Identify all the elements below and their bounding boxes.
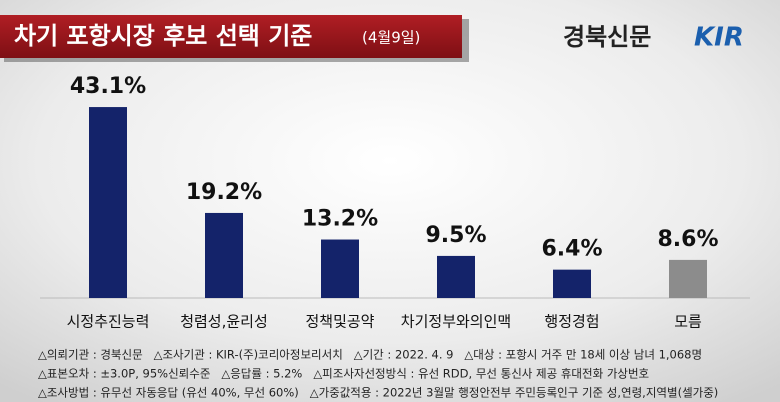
value-label: 19.2% — [186, 180, 262, 205]
value-label: 13.2% — [302, 207, 378, 232]
footnote: △표본오차 : ±3.0P, 95%신뢰수준 △응답률 : 5.2% △피조사자… — [38, 367, 649, 381]
footnote: △의뢰기관 : 경북신문 △조사기관 : KIR-(주)코리아정보리서치 △기간… — [38, 348, 702, 362]
bar — [553, 269, 591, 298]
x-tick-label: 시정추진능력 — [67, 313, 150, 331]
notes: △의뢰기관 : 경북신문 △조사기관 : KIR-(주)코리아정보리서치 △기간… — [38, 348, 718, 400]
x-tick-label: 차기정부와의인맥 — [401, 313, 511, 331]
value-label: 6.4% — [541, 237, 602, 262]
x-tick-label: 정책및공약 — [305, 313, 374, 331]
bar — [89, 107, 127, 298]
value-label: 9.5% — [425, 223, 486, 248]
x-tick-label: 모름 — [674, 313, 702, 331]
title-box — [0, 15, 462, 58]
value-label: 43.1% — [70, 74, 146, 99]
chart-subtitle: (4월9일) — [362, 29, 420, 47]
brand: 경북신문 — [563, 23, 651, 51]
bars: 43.1% 시정추진능력 19.2% 청렴성,윤리성 13.2% 정책및공약 9.5% 차기정… — [67, 74, 719, 330]
x-tick-label: 청렴성,윤리성 — [180, 313, 268, 331]
bar — [669, 259, 707, 298]
x-tick-label: 행정경험 — [544, 313, 599, 331]
bar — [437, 255, 475, 298]
logo: KIR — [694, 23, 744, 53]
value-label: 8.6% — [657, 227, 718, 252]
bar — [321, 239, 359, 298]
bar — [205, 212, 243, 298]
chart-title: 차기 포항시장 후보 선택 기준 — [14, 22, 312, 50]
footnote: △조사방법 : 유무선 자동응답 (유선 40%, 무선 60%) △가중값적용… — [38, 386, 718, 400]
